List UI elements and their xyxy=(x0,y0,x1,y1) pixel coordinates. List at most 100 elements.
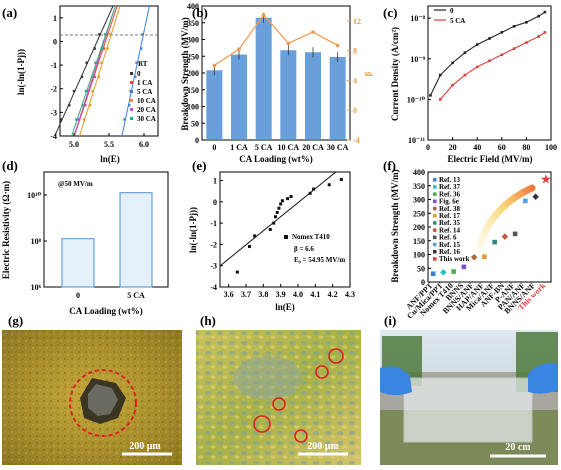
tick-label: -1 xyxy=(210,219,217,228)
data-point xyxy=(253,234,257,238)
beta-curve xyxy=(214,13,338,67)
data-point xyxy=(109,33,112,36)
tick-label: 12 xyxy=(353,17,361,26)
data-point xyxy=(470,253,478,261)
y-axis-label-left: Breakdown Strength (MV/m) xyxy=(180,17,190,130)
plot-frame xyxy=(43,171,169,288)
data-point xyxy=(525,41,528,44)
data-point xyxy=(106,47,109,50)
legend-label: Ref. 13 xyxy=(439,176,460,184)
data-point xyxy=(60,118,63,121)
data-point xyxy=(105,33,109,36)
tick-label: 1 xyxy=(213,177,217,186)
legend-label: Nomex T410 xyxy=(292,233,330,241)
data-point xyxy=(429,94,432,97)
y-ticks: 0 50 100 150 200 250 300 350 400 xyxy=(413,168,431,287)
data-point xyxy=(492,239,497,245)
fit-line xyxy=(79,5,121,137)
tick-label: 150 xyxy=(187,86,199,95)
tick-label: 0 xyxy=(353,106,357,115)
data-point xyxy=(488,37,491,40)
tick-label: 40 xyxy=(473,143,481,152)
fit-line xyxy=(73,5,118,137)
legend-marker xyxy=(433,235,437,240)
legend-label: Ref. 37 xyxy=(439,183,460,191)
data-point xyxy=(84,89,88,93)
data-point xyxy=(273,215,277,219)
tick-label: 4.3 xyxy=(345,290,355,299)
x-axis-label: CA Loading (wt%) xyxy=(69,306,143,316)
transparent-film xyxy=(403,377,533,443)
legend-marker xyxy=(433,192,437,196)
y-axis-label: ln(-ln(1-Pj)) xyxy=(16,49,26,95)
data-point xyxy=(439,73,442,77)
tick-label: 250 xyxy=(413,209,425,218)
data-point xyxy=(475,65,479,69)
data-point xyxy=(339,177,343,181)
bar xyxy=(255,17,272,141)
bar xyxy=(329,56,346,140)
bar xyxy=(280,50,297,140)
data-point xyxy=(98,33,101,36)
tick-label: 10⁻¹⁰ xyxy=(407,95,426,104)
data-point xyxy=(543,31,547,34)
data-point xyxy=(77,118,80,121)
tick-label: 0 xyxy=(76,291,80,300)
legend-marker xyxy=(130,72,133,75)
data-point xyxy=(512,47,516,50)
panel-label: (b) xyxy=(192,5,208,20)
panel-label: (d) xyxy=(2,158,18,173)
data-point xyxy=(81,104,84,107)
data-point xyxy=(82,118,86,121)
panel-h: (h) 200 μm xyxy=(196,313,361,465)
fit-lines xyxy=(54,5,150,137)
data-points xyxy=(235,177,343,274)
data-point xyxy=(451,269,456,274)
tick-label: 400 xyxy=(187,2,199,11)
defect-circle xyxy=(294,429,308,443)
legend-label: Fig. 6e xyxy=(439,198,459,206)
data-point xyxy=(135,61,138,64)
tick-label: 10⁻⁹ xyxy=(410,55,425,64)
tick-label: 5 CA xyxy=(255,143,273,152)
data-point xyxy=(277,206,281,210)
legend-marker xyxy=(433,199,437,204)
defect-circle xyxy=(315,365,329,379)
x-axis-label: Electric Field (MV/m) xyxy=(448,154,533,164)
bars xyxy=(61,192,153,288)
data-point xyxy=(537,35,540,38)
legend-marker xyxy=(433,250,437,254)
data-point xyxy=(123,118,126,121)
darkened-region xyxy=(234,356,302,400)
data-point xyxy=(235,270,239,274)
data-point xyxy=(97,75,100,79)
legend-marker xyxy=(130,81,133,84)
data-point xyxy=(91,89,94,93)
tick-label: 100 xyxy=(187,103,199,112)
tick-label: -4 xyxy=(210,283,217,292)
data-point xyxy=(80,75,84,79)
y-ticks-left: 0 50 100 150 200 250 300 350 400 xyxy=(187,2,205,145)
panel-e: (e) 10-1-2-3-4 3.6 3.7 3.8 3.9 4.0 4.1 4.2 4.3 … xyxy=(188,158,355,312)
x-axis-label: ln(E) xyxy=(100,154,120,164)
legend-label: 1 CA xyxy=(137,79,152,87)
data-point xyxy=(451,61,454,65)
panel-f: (f) ★ 0 50 100 150 200 250 300 350 400 ANF/PPTCu… xyxy=(383,158,552,321)
defect-markers xyxy=(253,348,344,443)
y-axis-label: Electric Resistivity (Ω·m) xyxy=(1,181,11,279)
data-point xyxy=(500,53,504,57)
data-point xyxy=(141,33,144,36)
data-point xyxy=(100,47,104,50)
tick-label: 350 xyxy=(187,19,199,28)
legend-marker xyxy=(433,178,437,182)
legend-label: Ref. 36 xyxy=(439,190,460,198)
panel-g: (g) 200 μm xyxy=(2,313,182,465)
data-point xyxy=(512,231,518,237)
data-point xyxy=(439,98,442,101)
trend-arrow xyxy=(474,184,536,256)
bar xyxy=(305,52,321,141)
data-point xyxy=(475,43,479,46)
tick-label: -3 xyxy=(50,108,57,117)
bars xyxy=(206,12,346,141)
